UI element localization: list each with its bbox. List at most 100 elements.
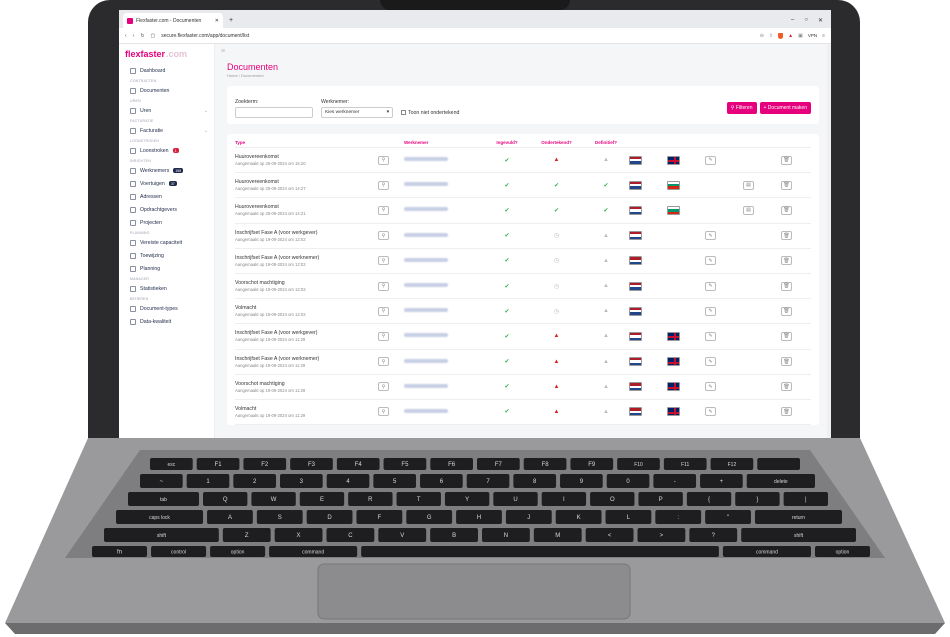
menu-icon[interactable]: ≡ — [822, 32, 825, 39]
key[interactable]: delete — [746, 474, 815, 488]
key-cap[interactable] — [444, 492, 490, 506]
key[interactable]: V — [378, 528, 427, 542]
key[interactable]: F1 — [196, 458, 240, 470]
flag-bg-icon[interactable] — [667, 205, 680, 215]
sidebar-item-adressen[interactable]: Adressen — [125, 190, 208, 203]
key[interactable]: shift — [741, 528, 856, 542]
key[interactable]: option — [210, 546, 266, 557]
rewards-icon[interactable]: ▲ — [788, 32, 794, 39]
key[interactable]: - — [653, 474, 697, 488]
view-button[interactable]: ⚲ — [378, 357, 389, 367]
key[interactable]: ? — [689, 528, 738, 542]
key-cap[interactable] — [722, 546, 811, 557]
key-cap[interactable] — [655, 510, 702, 524]
key[interactable]: shift — [104, 528, 219, 542]
key-cap[interactable] — [477, 458, 520, 470]
key-cap[interactable] — [430, 458, 473, 470]
sidebar-item-data-kwaliteit[interactable]: Data-kwaliteit — [125, 315, 208, 328]
key[interactable]: F — [356, 510, 403, 524]
key-cap[interactable] — [754, 510, 842, 524]
sidebar-item-voertuigen[interactable]: Voertuigen 37 — [125, 177, 208, 190]
flag-nl-icon[interactable] — [629, 382, 642, 392]
key-cap[interactable] — [741, 528, 856, 542]
key[interactable]: 1 — [186, 474, 230, 488]
col-filled[interactable]: Ingevuld? — [496, 140, 518, 145]
key-cap[interactable] — [406, 510, 453, 524]
key[interactable]: F5 — [383, 458, 427, 470]
scrollbar[interactable] — [827, 44, 831, 438]
key-cap[interactable] — [663, 458, 707, 470]
flag-nl-icon[interactable] — [629, 306, 642, 316]
key[interactable]: 7 — [466, 474, 510, 488]
sidebar-item-opdrachtgevers[interactable]: Opdrachtgevers — [125, 203, 208, 216]
key[interactable]: F6 — [430, 458, 473, 470]
flag-nl-icon[interactable] — [629, 357, 642, 367]
delete-button[interactable]: 🗑 — [781, 357, 792, 367]
filter-button[interactable]: ⚲ Filteren — [726, 102, 757, 114]
key-cap[interactable] — [256, 510, 303, 524]
sidebar-item-vereiste-capaciteit[interactable]: Vereiste capaciteit — [125, 236, 208, 249]
key-cap[interactable] — [378, 528, 427, 542]
edit-button[interactable]: ✎ — [705, 231, 716, 241]
key[interactable]: | — [783, 492, 828, 506]
key-cap[interactable] — [128, 492, 200, 506]
key[interactable]: + — [700, 474, 743, 488]
key-cap[interactable] — [151, 546, 207, 557]
forward-icon[interactable]: › — [132, 32, 135, 39]
edit-button[interactable]: ✎ — [705, 155, 716, 165]
flag-nl-icon[interactable] — [629, 331, 642, 341]
logo[interactable]: flexfaster .com — [125, 44, 208, 64]
key[interactable]: Q — [203, 492, 248, 506]
share-icon[interactable]: ⇪ — [768, 32, 774, 39]
key-cap[interactable] — [606, 474, 650, 488]
view-button[interactable]: ⚲ — [378, 407, 389, 417]
key[interactable]: tab — [128, 492, 200, 506]
key[interactable]: Y — [444, 492, 490, 506]
key-cap[interactable] — [555, 510, 602, 524]
key-cap[interactable] — [420, 474, 463, 488]
col-type[interactable]: Type — [235, 140, 246, 145]
key-cap[interactable] — [116, 510, 204, 524]
key-cap[interactable] — [280, 474, 323, 488]
key[interactable]: 0 — [606, 474, 650, 488]
key-cap[interactable] — [585, 528, 634, 542]
flag-nl-icon[interactable] — [629, 231, 642, 241]
key-cap[interactable] — [373, 474, 417, 488]
key[interactable]: : — [655, 510, 702, 524]
key-cap[interactable] — [757, 458, 800, 470]
view-button[interactable]: ⚲ — [378, 382, 389, 392]
delete-button[interactable]: 🗑 — [781, 256, 792, 266]
key[interactable]: J — [505, 510, 552, 524]
key-cap[interactable] — [605, 510, 652, 524]
archive-button[interactable]: ▤ — [743, 180, 754, 190]
key[interactable]: G — [406, 510, 453, 524]
flag-nl-icon[interactable] — [629, 407, 642, 417]
view-button[interactable]: ⚲ — [378, 155, 389, 165]
key-cap[interactable] — [290, 458, 333, 470]
key-cap[interactable] — [356, 510, 403, 524]
key[interactable]: 9 — [560, 474, 603, 488]
key[interactable] — [757, 458, 800, 470]
key[interactable]: U — [493, 492, 538, 506]
key[interactable]: Z — [222, 528, 271, 542]
view-button[interactable]: ⚲ — [378, 306, 389, 316]
key-cap[interactable] — [523, 458, 567, 470]
maximize-icon[interactable]: ○ — [804, 17, 808, 23]
view-button[interactable]: ⚲ — [378, 180, 389, 190]
key[interactable]: < — [585, 528, 634, 542]
key[interactable]: M — [533, 528, 582, 542]
key-cap[interactable] — [326, 474, 370, 488]
key-cap[interactable] — [104, 528, 219, 542]
delete-button[interactable]: 🗑 — [781, 281, 792, 291]
sidebar-item-facturatie[interactable]: Facturatie ⌄ — [125, 124, 208, 137]
key[interactable]: esc — [150, 458, 193, 470]
sidebar-item-statistieken[interactable]: Statistieken — [125, 282, 208, 295]
key-cap[interactable] — [541, 492, 587, 506]
edit-button[interactable]: ✎ — [705, 357, 716, 367]
key[interactable]: E — [299, 492, 345, 506]
key[interactable]: C — [326, 528, 375, 542]
key[interactable]: I — [541, 492, 587, 506]
key-cap[interactable] — [150, 458, 193, 470]
edit-button[interactable]: ✎ — [705, 407, 716, 417]
sidebar-item-toewijzing[interactable]: Toewijzing — [125, 249, 208, 262]
